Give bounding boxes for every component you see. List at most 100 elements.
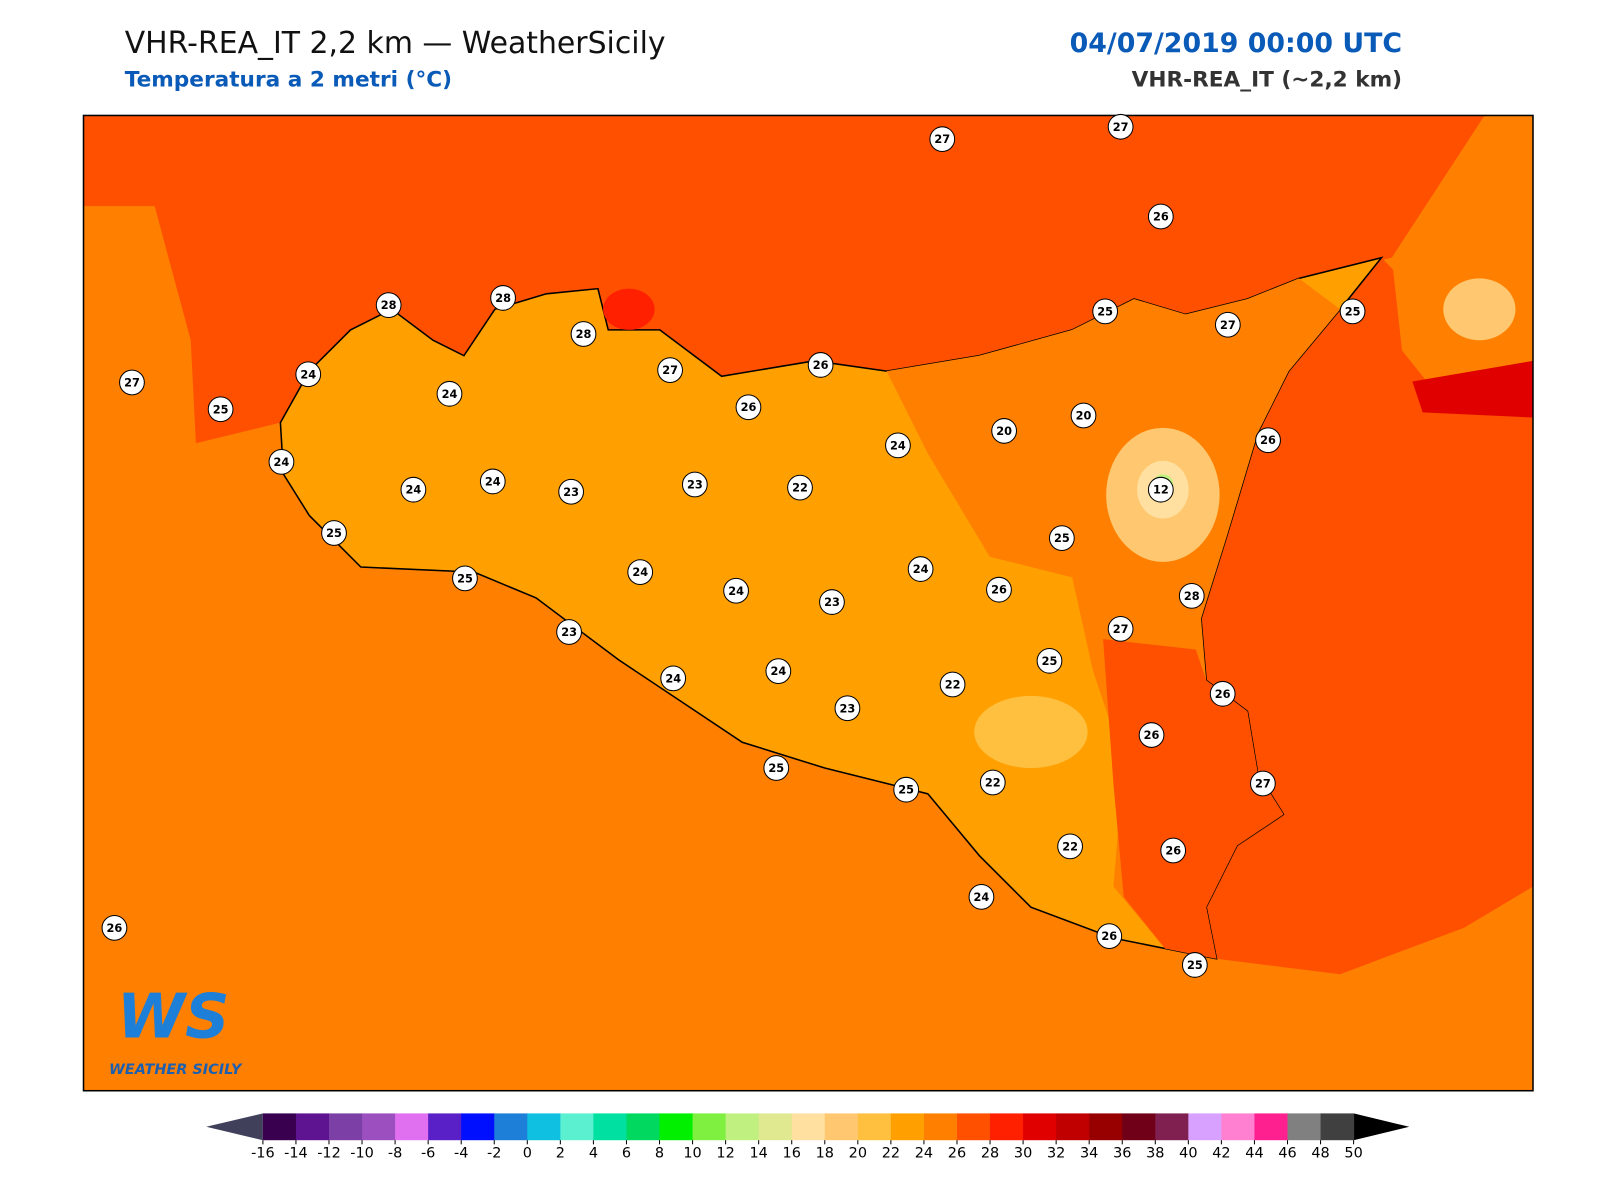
station-value: 25	[1042, 654, 1058, 668]
station-marker	[479, 468, 506, 495]
colorbar-bin	[295, 1113, 330, 1141]
colorbar-bin	[857, 1113, 892, 1141]
subtitle: Temperatura a 2 metri (°C)	[125, 67, 452, 92]
station-marker	[1048, 525, 1075, 552]
station-marker	[681, 471, 708, 498]
station-marker	[1249, 770, 1276, 797]
colorbar-tick-label: 8	[655, 1146, 664, 1162]
station-marker	[1096, 923, 1123, 949]
station-value: 23	[840, 701, 856, 715]
colorbar-tick-label: 46	[1278, 1146, 1296, 1162]
station-value: 28	[381, 298, 397, 312]
colorbar-bin	[560, 1113, 594, 1141]
station-value: 26	[1144, 728, 1160, 742]
station-value: 23	[824, 595, 840, 609]
station-marker	[1147, 476, 1174, 503]
colorbar-tick-label: 26	[948, 1146, 966, 1162]
station-value: 22	[792, 481, 808, 495]
colorbar-tick-label: 6	[622, 1146, 631, 1162]
title: VHR-REA_IT 2,2 km — WeatherSicily	[125, 26, 666, 61]
station-value: 22	[1062, 839, 1078, 853]
colorbar-tick-label: 42	[1212, 1146, 1230, 1162]
station-marker	[893, 776, 920, 803]
station-value: 22	[985, 776, 1001, 790]
calabria	[1391, 115, 1533, 413]
station-value: 23	[687, 478, 703, 492]
station-value: 24	[665, 671, 681, 685]
station-marker	[268, 448, 295, 475]
station-value: 24	[406, 483, 422, 497]
colorbar-bin	[362, 1113, 396, 1141]
station-value: 12	[1153, 483, 1169, 497]
colorbar-bin	[494, 1113, 528, 1141]
station-value: 27	[1113, 622, 1129, 636]
colorbar-bin	[428, 1113, 462, 1141]
colorbar-bin	[262, 1113, 297, 1141]
north-sea	[83, 115, 1533, 444]
colorbar-tick-label: 20	[849, 1146, 867, 1162]
station-value: 26	[1101, 929, 1117, 943]
station-marker	[1209, 680, 1236, 707]
east-sea	[1201, 257, 1533, 975]
colorbar-tick-label: 18	[816, 1146, 834, 1162]
station-marker	[1181, 952, 1208, 978]
colorbar-tick-label: 22	[882, 1146, 900, 1162]
station-marker	[1178, 582, 1205, 609]
colorbar-bin	[890, 1113, 925, 1141]
colorbar-bin	[328, 1113, 363, 1141]
southeast-warm	[1103, 639, 1284, 959]
station-marker	[979, 769, 1006, 796]
colorbar-bin	[1287, 1113, 1322, 1141]
colorbar-under	[206, 1113, 263, 1141]
station-marker	[660, 665, 687, 692]
logo-caption: WEATHER SICILY	[109, 1062, 243, 1078]
station-value: 27	[662, 363, 678, 377]
station-value: 28	[576, 327, 592, 341]
station-value: 25	[1097, 304, 1113, 318]
station-value: 24	[632, 565, 648, 579]
colorbar-bin	[1188, 1113, 1222, 1141]
colorbar-tick-label: 34	[1080, 1146, 1098, 1162]
colorbar-bin	[593, 1113, 627, 1141]
station-value: 26	[813, 358, 829, 372]
colorbar-tick-label: 30	[1014, 1146, 1032, 1162]
station-value: 28	[495, 291, 511, 305]
station-value: 26	[741, 400, 757, 414]
station-value: 25	[768, 761, 784, 775]
colorbar-tick-label: -6	[421, 1146, 435, 1162]
colorbar-tick-label: 48	[1311, 1146, 1329, 1162]
station-marker	[490, 285, 516, 311]
colorbar-tick-label: -12	[317, 1146, 341, 1162]
station-value: 25	[1345, 304, 1361, 318]
station-value: 24	[890, 438, 906, 452]
station-marker	[1070, 402, 1097, 429]
station-value: 20	[1076, 408, 1092, 422]
colorbar-bin	[791, 1113, 826, 1141]
map-frame	[82, 114, 1534, 1092]
station-marker	[939, 671, 966, 698]
colorbar-tick-label: -4	[454, 1146, 468, 1162]
colorbar-tick-label: 36	[1113, 1146, 1131, 1162]
colorbar-bin	[692, 1113, 727, 1141]
palermo-hot	[603, 288, 655, 330]
station-value: 27	[1220, 318, 1236, 332]
station-marker	[834, 695, 861, 722]
station-value: 28	[1184, 589, 1200, 603]
colorbar-tick-label: -2	[487, 1146, 501, 1162]
station-marker	[986, 576, 1012, 603]
station-value: 26	[107, 921, 123, 935]
calabria-cool	[1443, 278, 1516, 341]
station-marker	[807, 352, 834, 378]
station-marker	[119, 369, 145, 396]
colorbar-tick-label: 50	[1344, 1146, 1362, 1162]
colorbar-bin	[1155, 1113, 1189, 1141]
station-marker	[763, 755, 790, 781]
colorbar-tick-label: -16	[251, 1146, 275, 1162]
station-marker	[400, 476, 427, 503]
iblei-cool	[974, 695, 1088, 769]
station-marker	[1138, 722, 1165, 748]
calabria-hot	[1412, 360, 1533, 418]
colorbar-over	[1353, 1113, 1410, 1141]
station-marker	[1036, 647, 1063, 674]
station-value: 27	[934, 132, 950, 146]
